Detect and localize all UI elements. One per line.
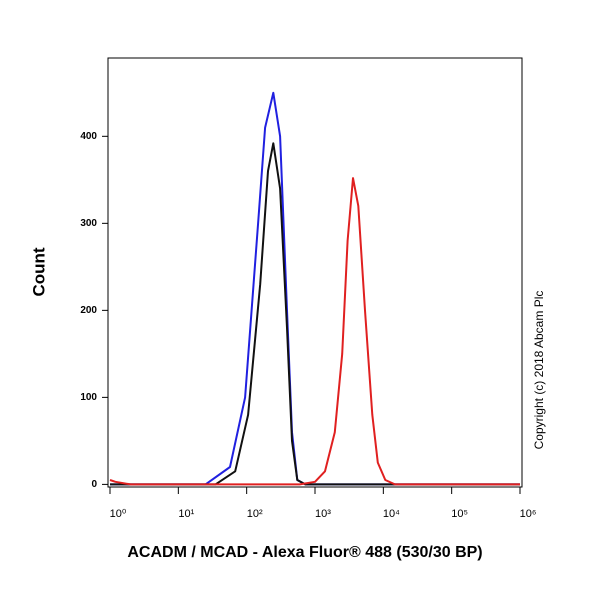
y-tick-label: 400	[80, 131, 97, 142]
histogram-line	[110, 142, 520, 486]
plot-frame	[107, 57, 523, 488]
y-tick-label: 200	[80, 305, 97, 316]
x-axis-label: ACADM / MCAD - Alexa Fluor® 488 (530/30 …	[127, 544, 482, 561]
histogram-line	[109, 177, 520, 486]
y-tick-label: 300	[80, 218, 97, 229]
x-tick-label: 10¹	[178, 508, 194, 520]
y-tick-label: 0	[91, 479, 97, 490]
histogram-line	[110, 91, 520, 486]
x-tick-label: 10²	[247, 508, 263, 520]
x-tick-label: 10⁰	[110, 508, 127, 520]
y-axis-label: Count	[29, 247, 48, 296]
x-tick-label: 10⁶	[520, 508, 537, 520]
x-tick-label: 10³	[315, 508, 331, 520]
x-tick-label: 10⁵	[451, 508, 468, 520]
x-tick-label: 10⁴	[383, 508, 400, 520]
copyright: Copyright (c) 2018 Abcam Plc	[532, 291, 546, 450]
y-tick-label: 100	[80, 392, 97, 403]
